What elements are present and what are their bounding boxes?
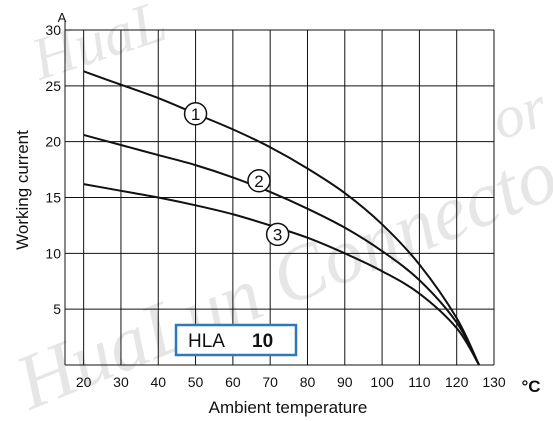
watermark: HuaL HuaLun Connector or [3,0,553,421]
y-tick-label: 15 [45,190,61,206]
curve-label-text: 1 [191,105,200,124]
x-tick-label: 20 [76,374,92,390]
x-tick-label: 70 [262,374,278,390]
curve-label-text: 2 [254,172,263,191]
x-tick-label: 110 [408,374,431,390]
curve-label-3: 3 [267,223,289,245]
x-tick-label: 130 [482,374,506,390]
x-tick-label: 100 [370,374,394,390]
x-unit-label: °C [521,377,540,396]
legend-prefix: HLA [188,331,225,352]
legend-value: 10 [252,331,273,352]
curve-label-text: 3 [273,225,282,244]
y-unit-label: A [58,10,67,25]
x-tick-label: 80 [300,374,316,390]
curve-label-1: 1 [185,103,207,125]
x-tick-label: 50 [188,374,204,390]
y-tick-label: 25 [45,78,61,94]
x-tick-label: 60 [225,374,241,390]
legend-box: HLA 10 [176,325,296,355]
x-axis-title: Ambient temperature [209,398,368,417]
y-tick-label: 20 [45,134,61,150]
chart-curve-labels: 1 2 3 [185,103,289,246]
x-tick-label: 30 [113,374,129,390]
y-tick-label: 5 [53,301,61,317]
x-tick-label: 90 [337,374,353,390]
x-tick-label: 40 [150,374,166,390]
y-tick-label: 10 [45,245,61,261]
y-axis-title: Working current [13,130,32,250]
curve-label-2: 2 [248,170,270,192]
x-tick-label: 120 [445,374,469,390]
